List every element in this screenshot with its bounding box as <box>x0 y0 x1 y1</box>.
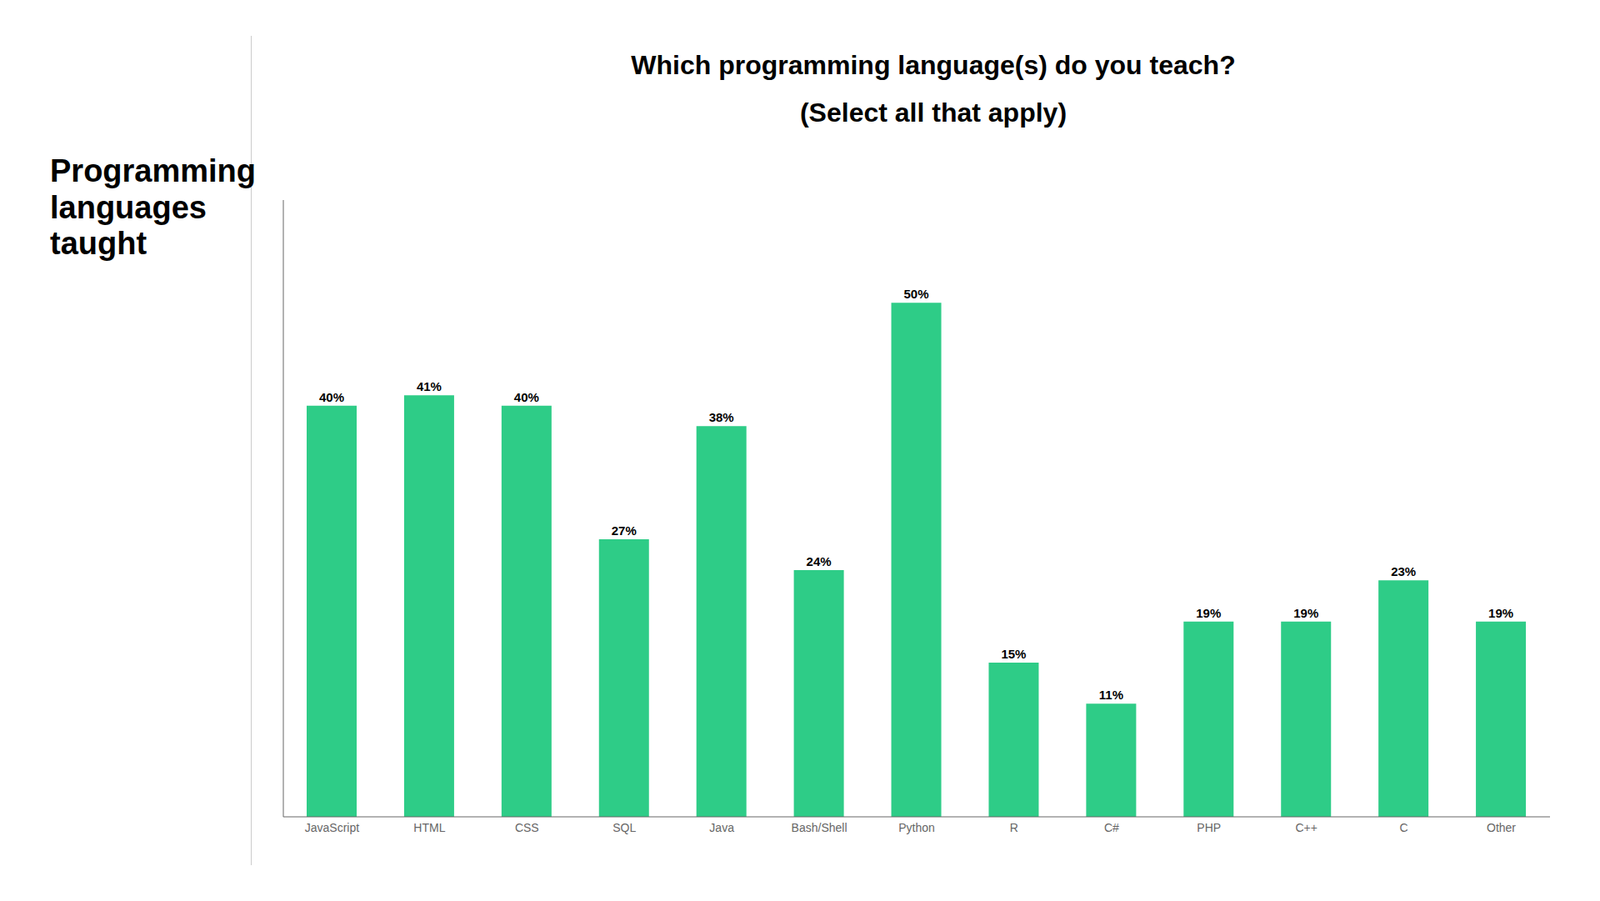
svg-text:23%: 23% <box>1390 564 1416 579</box>
svg-text:19%: 19% <box>1195 605 1221 620</box>
svg-text:Bash/Shell: Bash/Shell <box>791 820 848 835</box>
svg-text:11%: 11% <box>1099 687 1124 702</box>
html-text:(Select all that apply): (Select all that apply) <box>800 97 1067 128</box>
svg-text:40%: 40% <box>514 390 540 405</box>
svg-text:19%: 19% <box>1293 605 1319 620</box>
svg-text:Java: Java <box>709 820 735 835</box>
html-text:Programming languages taught: Programming languages taught <box>50 153 256 262</box>
svg-text:50%: 50% <box>904 286 930 301</box>
svg-text:PHP: PHP <box>1196 820 1221 835</box>
svg-text:HTML: HTML <box>413 820 445 835</box>
svg-text:41%: 41% <box>416 379 442 394</box>
svg-text:SQL: SQL <box>612 820 636 835</box>
svg-text:CSS: CSS <box>515 820 540 835</box>
svg-text:Python: Python <box>898 820 935 835</box>
svg-text:15%: 15% <box>1000 646 1026 661</box>
svg-text:JavaScript: JavaScript <box>305 820 360 835</box>
svg-text:38%: 38% <box>709 410 735 425</box>
html-text:Which programming language(s): Which programming language(s) do you tea… <box>631 50 1236 80</box>
svg-text:R: R <box>1010 820 1019 835</box>
svg-text:C: C <box>1400 820 1409 835</box>
svg-text:27%: 27% <box>611 523 637 538</box>
svg-text:Other: Other <box>1486 820 1516 835</box>
svg-text:19%: 19% <box>1488 605 1514 620</box>
svg-text:C#: C# <box>1104 820 1120 835</box>
svg-text:24%: 24% <box>806 554 832 569</box>
svg-text:40%: 40% <box>319 390 345 405</box>
svg-text:C++: C++ <box>1295 820 1317 835</box>
